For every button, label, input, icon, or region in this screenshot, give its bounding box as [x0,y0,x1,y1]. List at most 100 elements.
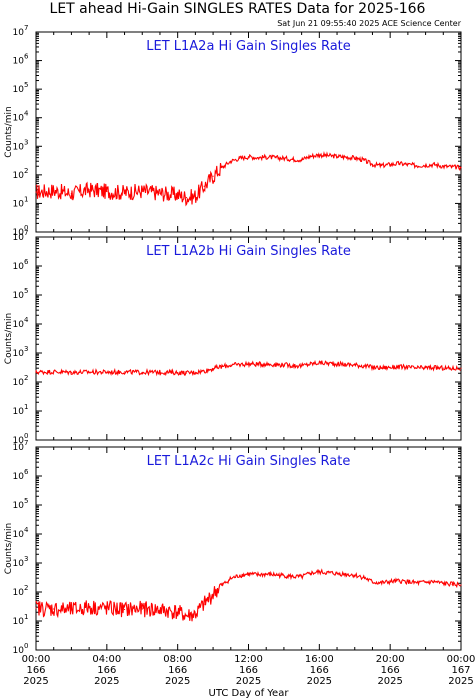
data-point [309,155,312,157]
y-tick-exponent: 4 [24,526,29,534]
y-tick-exponent: 0 [24,432,28,440]
x-tick-doy: 166 [239,665,258,676]
data-point [265,573,267,575]
data-point [177,611,179,613]
data-point [424,367,427,369]
data-point [194,613,196,615]
plot-frame [35,446,462,651]
data-point [141,190,143,192]
panel-title: LET L1A2b Hi Gain Singles Rate [146,244,351,259]
data-point [221,584,223,586]
data-point [177,372,179,374]
x-tick-year: 2025 [377,676,402,687]
data-point [221,365,223,368]
data-point [221,166,223,169]
data-point [35,607,37,609]
data-point [185,372,188,374]
data-point [194,371,196,373]
y-tick-exponent: 3 [24,138,28,146]
data-point [185,615,188,617]
data-point [283,364,285,366]
data-point [301,365,303,367]
data-point [354,157,356,159]
data-point [301,576,303,578]
x-tick-time: 16:00 [305,654,334,665]
data-point [451,583,453,585]
data-point [265,363,267,365]
y-tick-exponent: 4 [24,316,29,324]
y-tick-label: 10 [13,57,25,67]
data-point [363,159,365,161]
data-point [336,363,338,365]
data-point [336,155,338,158]
data-point [416,367,418,369]
y-tick-exponent: 4 [24,110,29,118]
y-tick-label: 10 [13,559,25,569]
data-point [212,367,214,370]
x-tick-year: 2025 [236,676,261,687]
data-point [371,366,374,368]
data-point [292,158,294,160]
data-point [371,163,374,166]
data-point [194,195,196,197]
y-tick-exponent: 2 [24,584,28,592]
y-tick-exponent: 3 [24,555,28,563]
panel-title: LET L1A2a Hi Gain Singles Rate [146,39,351,54]
data-point [230,160,232,162]
data-point [380,582,382,584]
data-point [159,192,161,194]
y-tick-label: 10 [13,320,25,330]
data-point [292,364,294,367]
data-point [106,190,108,193]
data-point [265,156,267,158]
timestamp: Sat Jun 21 09:55:40 2025 ACE Science Cen… [277,19,461,28]
data-point [247,156,250,158]
y-tick-label: 10 [13,28,25,38]
data-point [35,191,37,193]
y-tick-label: 10 [13,407,25,417]
plot-frame [35,236,462,441]
data-point [345,363,347,366]
data-point [424,581,427,583]
y-axis-label: Counts/min [4,106,14,157]
data-point [318,154,320,156]
y-tick-exponent: 5 [24,497,28,505]
x-tick-doy: 166 [26,665,45,676]
data-point [53,371,55,373]
data-point [88,189,90,191]
y-axis-label: Counts/min [4,523,14,574]
data-point [292,575,294,578]
data-point [141,608,143,610]
data-point [274,363,276,366]
y-tick-label: 10 [13,472,25,482]
data-point [380,367,382,369]
data-point [460,166,462,169]
data-point [398,580,400,582]
data-point [407,366,409,368]
x-tick-doy: 166 [381,665,400,676]
data-point [416,582,418,584]
data-point [185,196,188,199]
data-point [53,190,55,192]
y-tick-label: 10 [13,588,25,598]
data-point [327,155,329,157]
plot-frame [35,31,462,233]
data-point [230,577,232,580]
y-tick-label: 10 [13,233,25,243]
data-point [230,364,232,366]
data-point [177,194,179,196]
data-point [398,162,400,165]
data-point [239,363,241,366]
data-point [256,574,258,576]
data-point [363,576,365,578]
x-tick-year: 2025 [448,676,473,687]
data-point [398,366,400,368]
data-point [123,191,126,194]
y-tick-exponent: 7 [24,229,28,237]
data-point [442,165,444,167]
x-tick-doy: 166 [97,665,116,676]
y-tick-label: 10 [13,530,25,540]
data-point [88,371,90,373]
data-point [336,573,338,575]
data-point [159,609,161,611]
